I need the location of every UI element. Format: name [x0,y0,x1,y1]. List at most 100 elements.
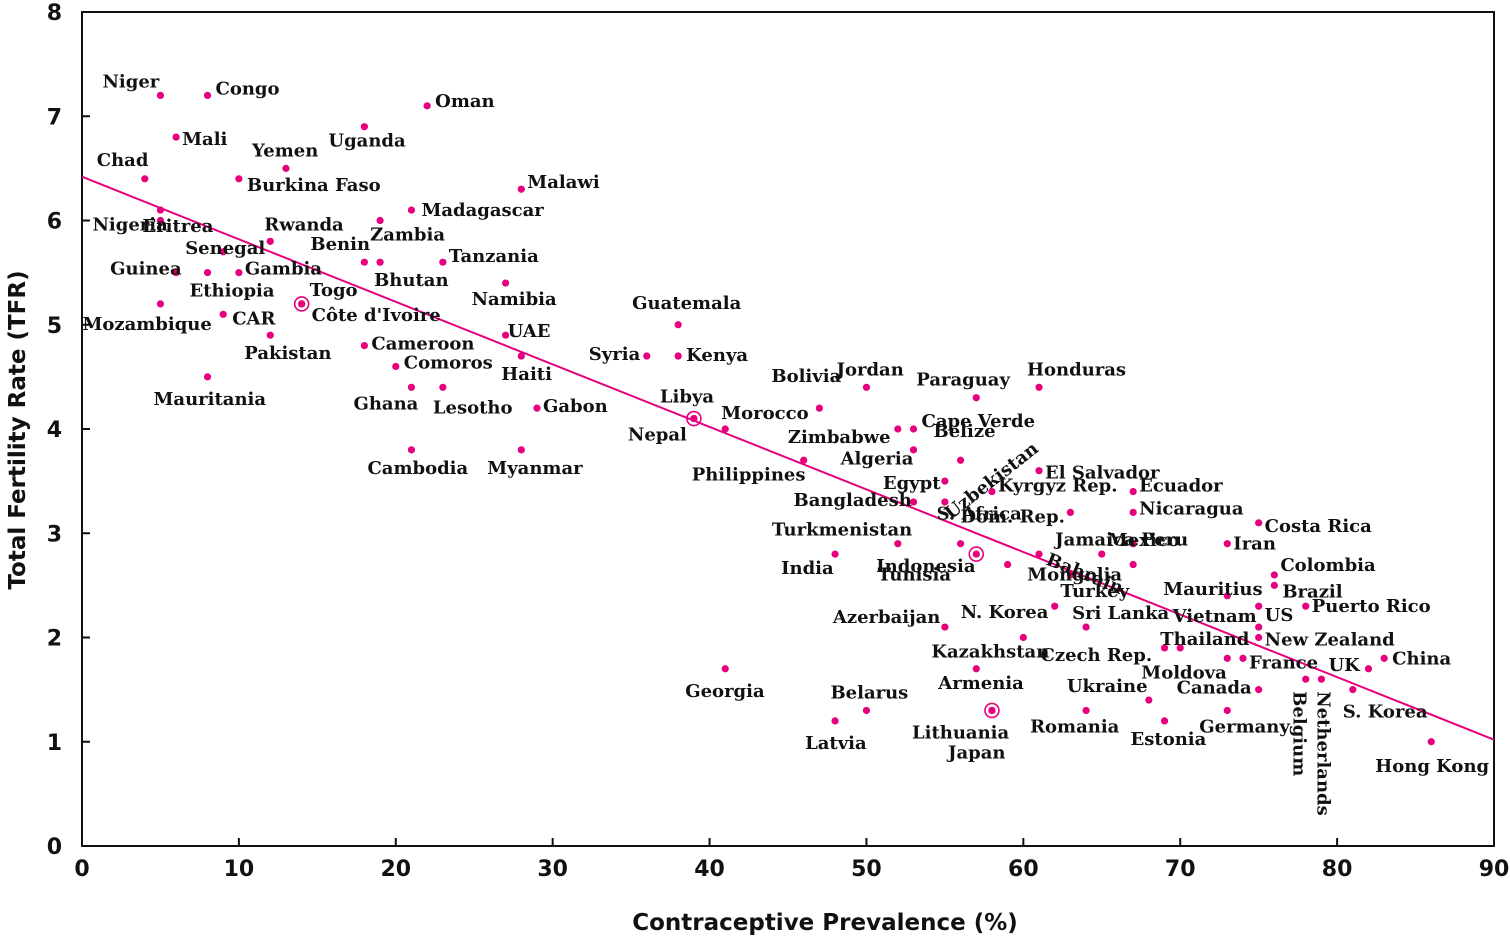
point-label: Mali [182,129,227,150]
data-point [533,404,541,412]
data-point [1223,540,1231,548]
point-label: Lithuania [912,722,1010,743]
x-axis-ticks: 0 10 20 30 40 50 60 70 80 90 [74,838,1509,882]
x-tick-label: 0 [74,857,89,882]
point-label: Rwanda [264,214,344,235]
point-label: Sri Lanka [1072,603,1169,624]
point-label: Chad [97,150,149,171]
point-label: Iran [1233,534,1276,555]
data-point [1082,623,1090,631]
point-label: Belize [934,421,996,442]
data-point [1066,508,1074,516]
point-label: Zambia [370,225,445,246]
data-point [643,352,651,360]
data-point [360,258,368,266]
point-label: Nigeria [92,215,168,236]
data-point [909,498,918,506]
point-label: Gambia [245,259,323,280]
data-point [282,164,290,172]
data-point [1160,644,1169,652]
x-tick-label: 10 [224,857,255,882]
point-label: Jordan [834,359,903,380]
point-label: Syria [589,344,641,365]
data-point [1364,665,1373,673]
point-label: Thailand [1160,629,1250,650]
data-point-ring [984,702,1000,719]
point-label: Côte d'Ivoire [312,305,441,326]
data-point [1035,467,1043,475]
trend-line [81,175,1495,741]
data-point [392,362,400,371]
data-points [141,91,1435,746]
data-point [376,216,384,225]
y-tick-label: 8 [47,1,62,26]
data-point [1145,696,1153,704]
point-label: Bolivia [771,366,841,387]
point-label: Nepal [628,425,687,446]
y-tick-label: 1 [47,731,62,756]
data-point [376,258,384,266]
data-point [502,279,510,287]
data-point [517,446,525,454]
data-point [1098,550,1106,558]
data-point [972,665,980,673]
data-point [235,269,243,277]
point-label: Congo [216,78,280,99]
point-label: Tanzania [449,246,539,267]
data-point [219,310,227,318]
point-label: Peru [1141,530,1188,551]
point-label: Nicaragua [1139,498,1244,519]
data-point [1035,383,1043,391]
data-point [1129,540,1137,548]
point-label: Haiti [501,364,552,385]
y-tick-label: 7 [47,105,62,130]
data-point [1380,654,1388,662]
point-label: Gabon [543,396,608,417]
point-label: Uganda [328,131,406,152]
x-tick-label: 20 [380,857,411,882]
y-tick-label: 2 [47,627,62,652]
point-label: Comoros [404,352,493,373]
point-label: Madagascar [421,200,544,221]
point-label: Brazil [1282,581,1342,602]
data-point-ring [686,410,702,427]
data-point [439,258,447,266]
point-label: Dom. Rep. [960,506,1064,527]
point-label: US [1265,605,1294,626]
point-label: Pakistan [244,343,331,364]
point-label: Paraguay [916,370,1010,391]
data-point [517,185,525,193]
data-point [956,456,965,464]
point-label: China [1392,648,1451,669]
data-point [1255,686,1263,694]
data-point [1082,706,1090,715]
data-point [423,102,431,110]
data-point [1066,571,1074,579]
data-point [266,331,274,339]
point-label: Philippines [692,464,806,485]
point-label: El Salvador [1045,463,1160,484]
point-label: Turkey [1060,581,1129,602]
data-point [439,383,447,391]
data-point [831,550,839,558]
data-point [1223,654,1231,662]
point-label: Armenia [937,673,1024,694]
data-point [1223,592,1231,600]
data-point [988,487,996,496]
point-label: Eritrea [142,216,213,237]
point-label: Jamaica [1053,530,1136,551]
point-label: Tunisia [878,565,952,586]
point-label: Benin [310,234,370,255]
data-point [894,425,902,433]
point-label: Mauritania [154,389,267,410]
point-label: Kazakhstan [931,642,1049,663]
point-label: Mongolia [1027,565,1122,586]
data-point [1255,602,1263,610]
data-point [156,216,165,225]
point-label: UK [1328,655,1361,676]
data-point [407,383,416,391]
point-label: Zimbabwe [788,427,891,448]
point-label: France [1249,652,1318,673]
data-point [1317,675,1326,683]
